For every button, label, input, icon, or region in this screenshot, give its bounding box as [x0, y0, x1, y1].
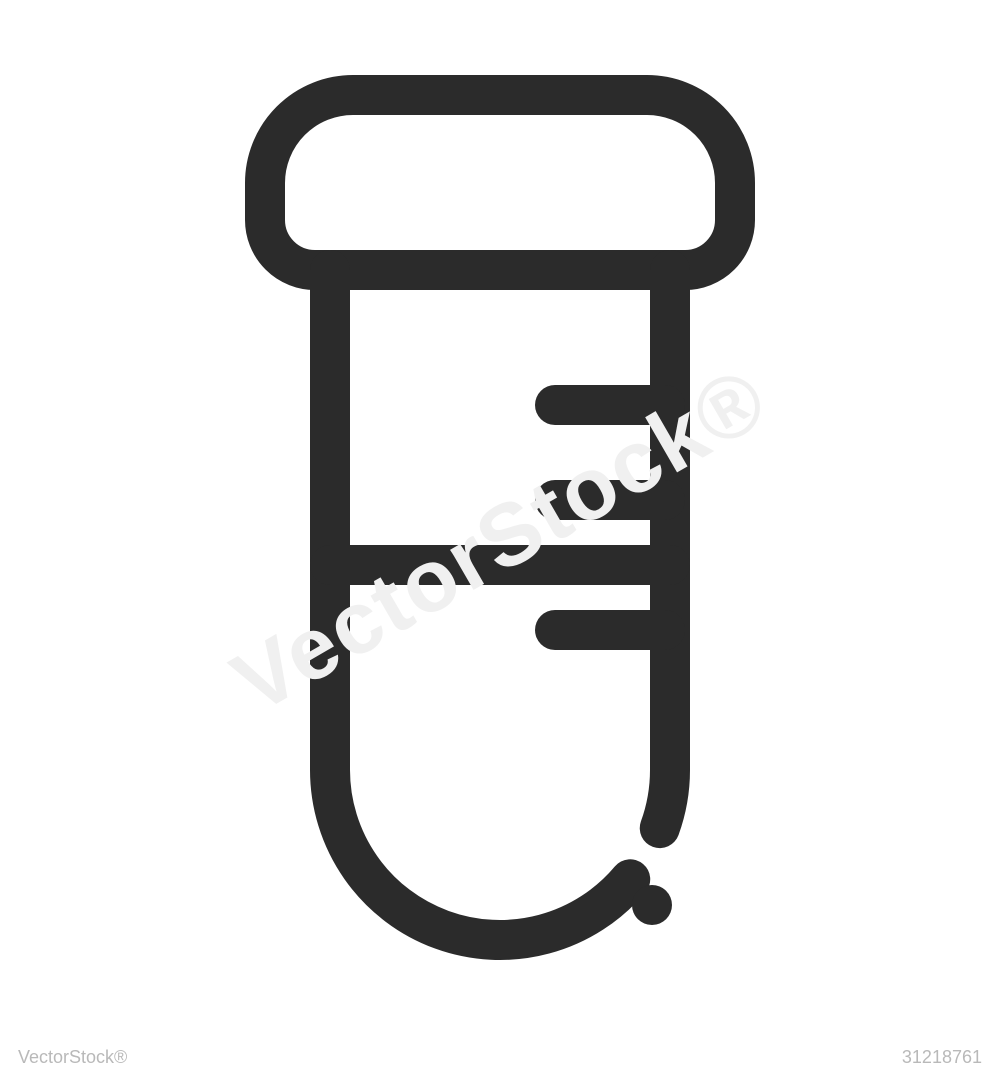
- test-tube-icon: [0, 0, 1000, 1080]
- test-tube-cap: [265, 95, 735, 270]
- watermark-brand: VectorStock®: [18, 1047, 127, 1068]
- icon-canvas: VectorStock® VectorStock® 31218761: [0, 0, 1000, 1080]
- watermark-id: 31218761: [902, 1047, 982, 1068]
- test-tube-body-left: [330, 270, 630, 940]
- accent-dot: [632, 885, 672, 925]
